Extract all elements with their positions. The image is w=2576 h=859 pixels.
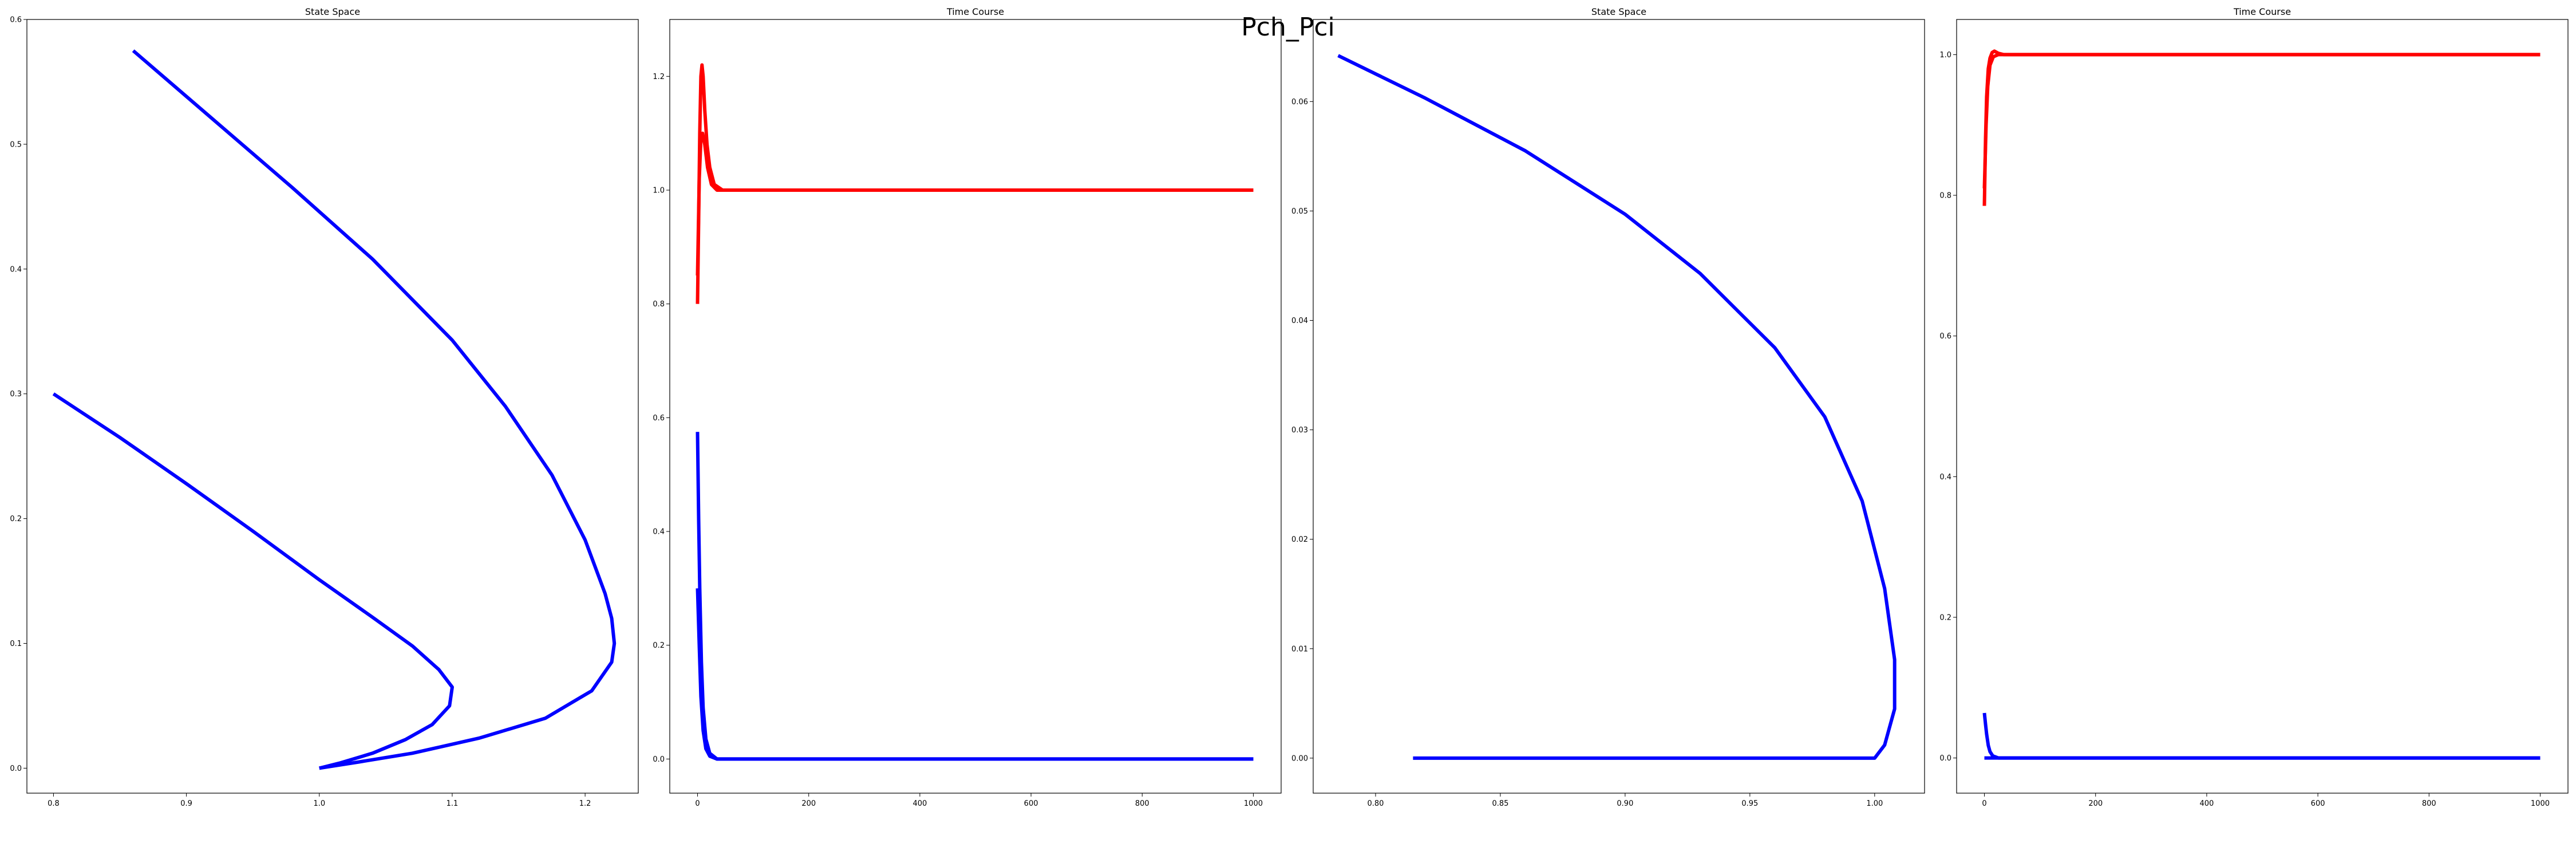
figure-suptitle: Pch_Pci [1241, 13, 1335, 42]
y-tick-label: 0.5 [10, 140, 22, 149]
y-tick-label: 0.03 [1291, 426, 1308, 435]
y-tick-label: 0.3 [10, 390, 22, 399]
x-tick-label: 1000 [2531, 799, 2550, 808]
panel-4-frame [1956, 19, 2569, 794]
x-tick-label: 1.1 [447, 799, 459, 808]
x-tick-label: 0.95 [1741, 799, 1758, 808]
panel-3: State Space 0.80 0.85 0.90 0.95 1.00 0.00 0.01… [1291, 6, 1925, 808]
x-tick-label: 0.80 [1368, 799, 1384, 808]
x-tick-label: 0 [695, 799, 700, 808]
y-tick-label: 0.4 [10, 265, 22, 274]
panel-2-series-4-line [696, 588, 1254, 761]
panel-2-series-3-line [696, 432, 1254, 761]
y-tick-label: 0.6 [10, 16, 22, 25]
x-tick-label: 0.8 [48, 799, 60, 808]
panel-3-series-1-line [1337, 54, 1897, 760]
panel-2-series-1-line [696, 63, 1254, 304]
panel-1-series-2-line [132, 49, 617, 770]
y-tick-label: 0.02 [1291, 535, 1308, 544]
x-tick-label: 200 [801, 799, 816, 808]
y-tick-label: 0.2 [653, 641, 665, 650]
y-tick-label: 1.0 [653, 187, 665, 195]
x-tick-label: 200 [2088, 799, 2103, 808]
panel-3-frame [1313, 19, 1925, 794]
x-tick-label: 1.2 [579, 799, 591, 808]
y-tick-label: 0.4 [1939, 473, 1951, 482]
panel-1: State Space 0.8 0.9 1.0 1.1 1.2 0.0 0.1 0.2 0.3 0… [10, 6, 639, 808]
panel-3-title: State Space [1591, 6, 1646, 17]
y-tick-label: 0.8 [1939, 192, 1951, 200]
y-tick-label: 0.00 [1291, 754, 1308, 763]
panel-4-series-1-line [1982, 49, 2541, 206]
x-tick-label: 600 [2311, 799, 2325, 808]
y-tick-label: 0.4 [653, 528, 665, 537]
x-tick-label: 800 [2422, 799, 2436, 808]
y-tick-label: 1.0 [1939, 51, 1951, 60]
y-tick-label: 0.2 [1939, 613, 1951, 622]
panel-2: Time Course 0 200 400 600 800 1000 0.0 0.2 0.4 0.… [653, 6, 1282, 808]
y-tick-label: 0.06 [1291, 98, 1308, 107]
panel-1-series-1-line [52, 392, 454, 770]
y-tick-label: 0.05 [1291, 207, 1308, 216]
x-tick-label: 0.90 [1617, 799, 1633, 808]
panel-4: Time Course 0 200 400 600 800 1000 0.0 0.2 0.4 0.… [1939, 6, 2569, 808]
y-tick-label: 0.0 [653, 755, 665, 764]
y-tick-label: 0.04 [1291, 317, 1308, 325]
y-tick-label: 0.0 [1939, 754, 1951, 763]
panel-1-title: State Space [305, 6, 360, 17]
panel-2-series-2-line [696, 131, 1254, 276]
panel-2-frame [669, 19, 1282, 794]
x-tick-label: 400 [912, 799, 927, 808]
y-tick-label: 0.01 [1291, 645, 1308, 653]
y-tick-label: 0.6 [1939, 332, 1951, 341]
x-tick-label: 0 [1982, 799, 1986, 808]
y-tick-label: 0.2 [10, 515, 22, 523]
x-tick-label: 1.0 [313, 799, 325, 808]
x-tick-label: 0.85 [1492, 799, 1508, 808]
panel-1-frame [26, 19, 639, 794]
panel-4-title: Time Course [2233, 6, 2291, 17]
panel-4-series-3-line [1982, 712, 2541, 760]
x-tick-label: 800 [1135, 799, 1149, 808]
panel-2-title: Time Course [946, 6, 1004, 17]
y-tick-label: 0.6 [653, 414, 665, 423]
y-tick-label: 1.2 [653, 73, 665, 81]
panel-4-series-2-line [1982, 53, 2541, 188]
x-tick-label: 1000 [1244, 799, 1263, 808]
y-tick-label: 0.0 [10, 765, 22, 773]
x-tick-label: 0.9 [180, 799, 192, 808]
y-tick-label: 0.8 [653, 300, 665, 309]
x-tick-label: 400 [2199, 799, 2214, 808]
x-tick-label: 600 [1024, 799, 1038, 808]
y-tick-label: 0.1 [10, 640, 22, 648]
x-tick-label: 1.00 [1866, 799, 1883, 808]
